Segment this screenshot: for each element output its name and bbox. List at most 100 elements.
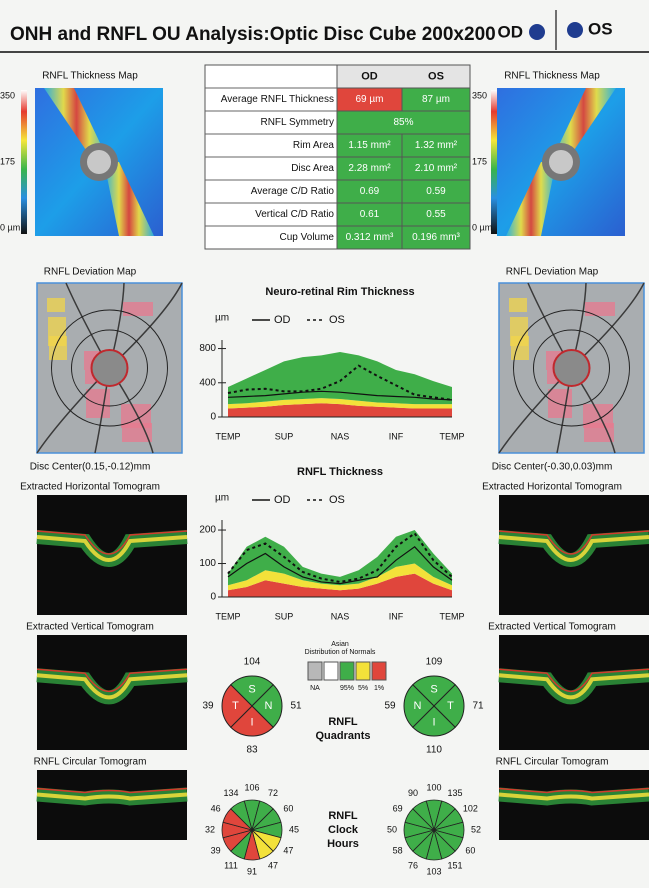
optic-cup (87, 150, 111, 174)
deviation-map-title: RNFL Deviation Map (506, 267, 599, 278)
clock-value: 76 (408, 861, 418, 871)
tomogram-title: RNFL Circular Tomogram (496, 757, 609, 768)
quadrant-value: 110 (426, 745, 442, 756)
clock-value: 151 (447, 861, 462, 871)
normals-swatch (340, 662, 354, 680)
y-tick-label: 100 (199, 558, 216, 569)
deviation-patch (511, 336, 529, 360)
clock-value: 103 (426, 866, 441, 876)
x-tick-label: SUP (275, 611, 294, 621)
clock-value: 69 (393, 803, 403, 813)
y-tick-label: 0 (210, 412, 216, 423)
quadrant-label: T (232, 700, 239, 712)
clock-value: 60 (283, 803, 293, 813)
clock-value: 100 (426, 782, 441, 792)
row-label: Average RNFL Thickness (221, 94, 334, 105)
retina-layer (499, 795, 649, 799)
cell-value: 0.312 mm³ (346, 232, 394, 243)
normals-swatch (324, 662, 338, 680)
deviation-patch (49, 336, 67, 360)
row-label: RNFL Symmetry (260, 117, 334, 128)
normals-swatch (308, 662, 322, 680)
cell-value: 2.10 mm² (415, 163, 458, 174)
od-dot (529, 24, 545, 40)
scale-label: 0 µm (472, 222, 492, 232)
legend-label: OS (329, 494, 345, 506)
quadrants-caption: RNFL (328, 716, 358, 728)
cell-value: 2.28 mm² (348, 163, 391, 174)
clock-caption: Hours (327, 838, 359, 850)
disc-center: Disc Center(-0.30,0.03)mm (492, 462, 613, 473)
clock-value: 32 (205, 824, 215, 834)
normals-label: NA (310, 685, 320, 692)
clock-value: 90 (408, 788, 418, 798)
scale-label: 0 µm (0, 222, 20, 232)
tomogram-title: Extracted Horizontal Tomogram (20, 482, 160, 493)
chart-unit: µm (215, 493, 229, 504)
tomogram (37, 770, 187, 840)
thickness-scale (491, 90, 497, 234)
thickness-map-title: RNFL Thickness Map (42, 71, 138, 82)
clock-value: 106 (244, 782, 259, 792)
quadrant-label: S (248, 683, 255, 695)
deviation-map-title: RNFL Deviation Map (44, 267, 137, 278)
page: ONH and RNFL OU Analysis:Optic Disc Cube… (0, 0, 649, 888)
column-header: OD (361, 70, 378, 82)
od-label: OD (498, 22, 524, 41)
x-tick-label: TEMP (215, 611, 240, 621)
deviation-patch (122, 423, 152, 442)
quadrant-label: N (414, 700, 422, 712)
cell-value: 0.69 (360, 186, 380, 197)
disc-outline (92, 350, 128, 386)
os-label: OS (588, 19, 613, 38)
x-tick-label: TEMP (439, 431, 464, 441)
y-tick-label: 400 (199, 377, 216, 388)
report: ONH and RNFL OU Analysis:Optic Disc Cube… (0, 0, 649, 888)
cell-value: 87 µm (422, 94, 450, 105)
header-title: ONH and RNFL OU Analysis:Optic Disc Cube… (10, 24, 496, 45)
clock-value: 46 (211, 803, 221, 813)
quadrant-value: 71 (472, 701, 484, 712)
deviation-patch (47, 298, 65, 312)
quadrant-value: 109 (426, 657, 443, 668)
normals-title: Asian (331, 641, 349, 648)
tomogram-title: Extracted Horizontal Tomogram (482, 482, 622, 493)
quadrant-label: T (447, 700, 454, 712)
retina-layer (37, 795, 187, 799)
table-header (337, 65, 470, 88)
y-tick-label: 0 (210, 592, 216, 603)
clock-value: 58 (393, 845, 403, 855)
deviation-patch (585, 302, 615, 316)
deviation-patch (509, 298, 527, 312)
row-label: Disc Area (291, 163, 334, 174)
normals-label: 1% (374, 685, 384, 692)
quadrants-caption: Quadrants (315, 730, 370, 742)
clock-value: 60 (465, 845, 475, 855)
row-label: Average C/D Ratio (251, 186, 335, 197)
cell-value: 1.32 mm² (415, 140, 458, 151)
os-dot (567, 22, 583, 38)
quadrant-value: 59 (384, 701, 396, 712)
deviation-patch (123, 302, 153, 316)
x-tick-label: NAS (331, 431, 350, 441)
clock-value: 72 (268, 788, 278, 798)
x-tick-label: NAS (331, 611, 350, 621)
y-tick-label: 200 (199, 525, 216, 536)
column-header: OS (428, 70, 444, 82)
tomogram-title: Extracted Vertical Tomogram (26, 622, 154, 633)
x-tick-label: INF (389, 431, 404, 441)
quadrant-value: 39 (202, 701, 214, 712)
legend-label: OD (274, 314, 291, 326)
quadrant-value: 104 (244, 657, 261, 668)
disc-center: Disc Center(0.15,-0.12)mm (30, 462, 151, 473)
cell-value: 1.15 mm² (348, 140, 391, 151)
normals-swatch (372, 662, 386, 680)
y-tick-label: 800 (199, 343, 216, 354)
scale-label: 350 (472, 90, 487, 100)
quadrant-label: S (430, 683, 437, 695)
normals-label: 95% (340, 685, 354, 692)
deviation-patch (548, 389, 572, 418)
clock-value: 39 (211, 845, 221, 855)
clock-value: 47 (283, 845, 293, 855)
clock-caption: Clock (328, 824, 359, 836)
